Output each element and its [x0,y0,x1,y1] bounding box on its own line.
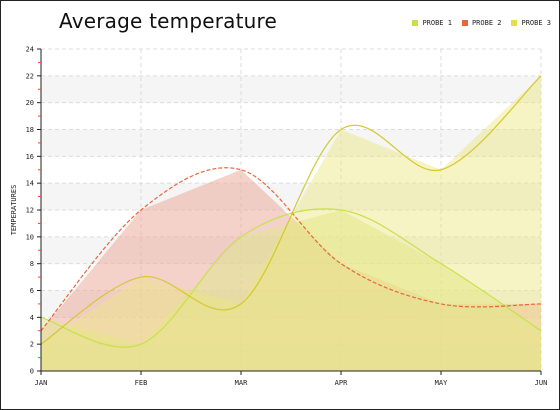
y-tick-label: 4 [30,314,34,322]
area-probe-3 [41,75,541,371]
legend-item-probe-2[interactable]: PROBE 2 [461,19,502,27]
legend-item-probe-1[interactable]: PROBE 1 [412,19,452,27]
y-tick-label: 2 [30,341,34,349]
x-tick-label: MAR [235,379,248,387]
x-tick-label: FEB [135,379,148,387]
legend-label-probe-2: PROBE 2 [471,19,502,27]
legend-swatch-probe-3 [511,20,518,26]
area-probe-1 [41,210,541,371]
grid-band [41,75,541,103]
y-tick-label: 12 [26,207,34,215]
y-tick-label: 8 [30,260,34,268]
legend-label-probe-1: PROBE 1 [422,19,452,27]
line-probe-1 [40,208,542,348]
y-tick-label: 20 [26,99,34,107]
x-tick-label: MAY [435,379,448,387]
grid-band [41,183,541,210]
legend-swatch-probe-2 [461,20,468,26]
x-tick-label: JUN [535,379,548,387]
line-probe-3 [40,75,542,345]
y-tick-label: 24 [26,46,34,54]
y-tick-label: 6 [30,287,34,295]
x-tick-label: APR [335,379,348,387]
y-tick-label: 10 [26,233,34,241]
line-probe-2 [40,167,542,332]
y-axis-label: TEMPERATURES [10,185,18,236]
x-tick-label: JAN [35,379,48,387]
chart-title: Average temperature [59,9,277,33]
legend-swatch-probe-1 [412,20,419,26]
y-tick-label: 18 [26,126,34,134]
legend-label-probe-3: PROBE 3 [521,19,551,27]
y-tick-label: 14 [26,180,34,188]
grid-band [41,129,541,157]
legend-item-probe-3[interactable]: PROBE 3 [511,19,551,27]
y-tick-label: 0 [30,368,34,376]
chart-legend: PROBE 1 PROBE 2 PROBE 3 [412,19,551,27]
y-tick-label: 22 [26,72,34,80]
y-tick-label: 16 [26,153,34,161]
